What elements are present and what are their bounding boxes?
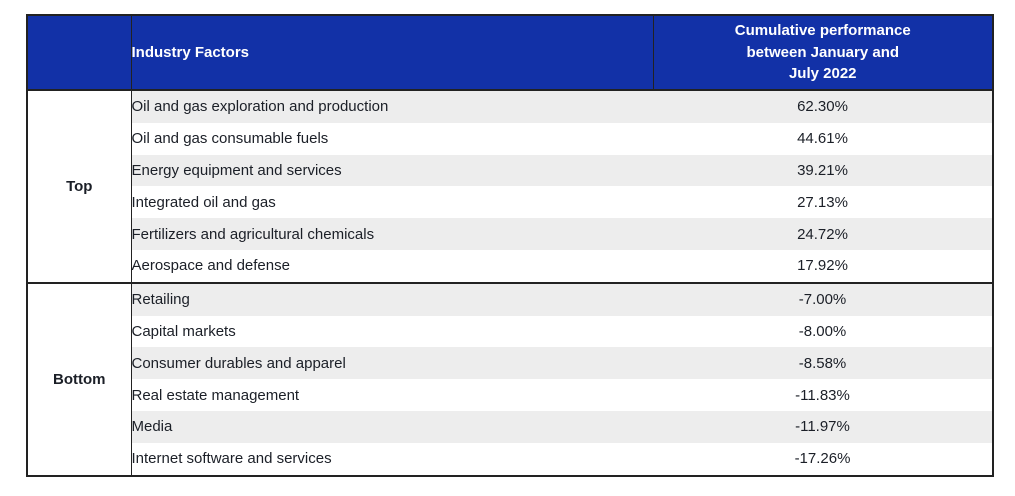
value-cell: -11.83% bbox=[653, 379, 993, 411]
group-label-bottom: Bottom bbox=[27, 281, 132, 476]
factor-cell: Oil and gas consumable fuels bbox=[131, 122, 653, 155]
factor-cell: Aerospace and defense bbox=[131, 249, 653, 283]
table-row: Capital markets -8.00% bbox=[27, 315, 993, 348]
factor-cell: Internet software and services bbox=[131, 442, 653, 476]
factor-cell: Real estate management bbox=[131, 379, 653, 411]
value-cell: -7.00% bbox=[653, 281, 993, 316]
performance-table: Industry Factors Cumulative performance … bbox=[26, 14, 994, 477]
value-cell: 62.30% bbox=[653, 90, 993, 123]
table-row: Bottom Retailing -7.00% bbox=[27, 281, 993, 476]
group-label-top: Top bbox=[27, 90, 132, 283]
value-cell: -17.26% bbox=[653, 442, 993, 476]
table-row: Aerospace and defense 17.92% bbox=[27, 249, 993, 283]
value-cell: 44.61% bbox=[653, 122, 993, 155]
header-cumulative-performance: Cumulative performance between January a… bbox=[653, 15, 993, 91]
table-row: Integrated oil and gas 27.13% bbox=[27, 186, 993, 219]
value-cell: 27.13% bbox=[653, 186, 993, 219]
value-cell: -11.97% bbox=[653, 410, 993, 443]
factor-cell: Retailing bbox=[131, 281, 653, 316]
table-row: Top Oil and gas exploration and producti… bbox=[27, 90, 993, 283]
table-row: Media -11.97% bbox=[27, 410, 993, 443]
header-industry-factors: Industry Factors bbox=[131, 15, 654, 91]
factor-cell: Capital markets bbox=[131, 315, 653, 348]
table-row: Internet software and services -17.26% bbox=[27, 442, 993, 476]
table-row: Energy equipment and services 39.21% bbox=[27, 154, 993, 187]
value-cell: 24.72% bbox=[653, 218, 993, 250]
factor-cell: Oil and gas exploration and production bbox=[131, 90, 653, 123]
factor-cell: Fertilizers and agricultural chemicals bbox=[131, 218, 653, 250]
header-row: Industry Factors Cumulative performance … bbox=[27, 15, 993, 91]
table-row: Consumer durables and apparel -8.58% bbox=[27, 347, 993, 380]
value-cell: 39.21% bbox=[653, 154, 993, 187]
factor-cell: Media bbox=[131, 410, 653, 443]
value-cell: 17.92% bbox=[653, 249, 993, 283]
header-group-cell bbox=[27, 15, 132, 91]
factor-cell: Integrated oil and gas bbox=[131, 186, 653, 219]
table-row: Fertilizers and agricultural chemicals 2… bbox=[27, 218, 993, 250]
value-cell: -8.58% bbox=[653, 347, 993, 380]
value-cell: -8.00% bbox=[653, 315, 993, 348]
table-row: Real estate management -11.83% bbox=[27, 379, 993, 411]
table-row: Oil and gas consumable fuels 44.61% bbox=[27, 122, 993, 155]
factor-cell: Energy equipment and services bbox=[131, 154, 653, 187]
factor-cell: Consumer durables and apparel bbox=[131, 347, 653, 380]
